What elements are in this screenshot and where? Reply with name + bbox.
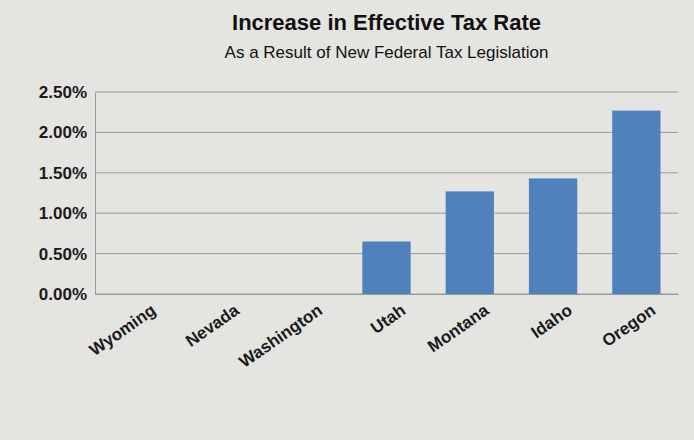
bar <box>112 294 160 295</box>
bar <box>612 111 660 294</box>
bars <box>362 111 660 294</box>
y-tick: 1.50% <box>39 164 95 183</box>
x-tick: Montana <box>424 294 493 356</box>
grid <box>95 92 678 294</box>
y-tick-label: 2.00% <box>39 123 87 142</box>
x-tick: Wyoming <box>86 294 159 360</box>
x-tick-label: Idaho <box>528 301 576 343</box>
y-tick-label: 0.00% <box>39 285 87 304</box>
bar <box>446 191 494 294</box>
plot: 0.00% 0.50% 1.00% 1.50% 2.00% 2.50% Wyoming Nev… <box>39 83 679 372</box>
grid-line <box>95 172 678 173</box>
x-tick-label: Montana <box>424 300 493 356</box>
y-tick: 2.00% <box>39 123 95 142</box>
chart: 0.00% 0.50% 1.00% 1.50% 2.00% 2.50% Wyoming Nev… <box>0 0 694 440</box>
y-axis: 0.00% 0.50% 1.00% 1.50% 2.00% 2.50% <box>39 83 96 304</box>
x-tick-label: Utah <box>367 301 409 338</box>
x-axis: Wyoming NevadaWashington Utah Montana Idaho O… <box>86 294 679 372</box>
bar <box>362 241 410 294</box>
y-tick-label: 1.50% <box>39 164 87 183</box>
y-tick: 2.50% <box>39 83 95 102</box>
grid-line <box>95 132 678 133</box>
x-tick-label: Washington <box>236 301 326 372</box>
y-tick: 1.00% <box>39 204 95 223</box>
x-tick-label: Wyoming <box>86 301 159 360</box>
title: Increase in Effective Tax Rate <box>232 10 541 35</box>
x-tick: Utah <box>367 294 409 338</box>
x-tick: Nevada <box>182 294 243 351</box>
y-tick-label: 1.00% <box>39 204 87 223</box>
y-axis-line <box>95 93 96 295</box>
x-axis-line <box>96 294 679 295</box>
bar <box>279 294 327 295</box>
grid-line <box>95 213 678 214</box>
subtitle: As a Result of New Federal Tax Legislati… <box>225 43 549 62</box>
bar <box>196 294 244 295</box>
y-tick: 0.00% <box>39 285 95 304</box>
y-tick-label: 2.50% <box>39 83 87 102</box>
x-tick: Idaho <box>528 294 576 342</box>
bar <box>529 178 577 294</box>
x-tick: Oregon <box>599 294 659 351</box>
x-tick-label: Oregon <box>599 301 659 351</box>
y-tick-label: 0.50% <box>39 245 87 264</box>
y-tick: 0.50% <box>39 245 95 264</box>
x-tick: Washington <box>236 294 326 372</box>
grid-line <box>95 92 678 93</box>
x-tick-label: Nevada <box>182 300 243 351</box>
background <box>0 0 694 440</box>
